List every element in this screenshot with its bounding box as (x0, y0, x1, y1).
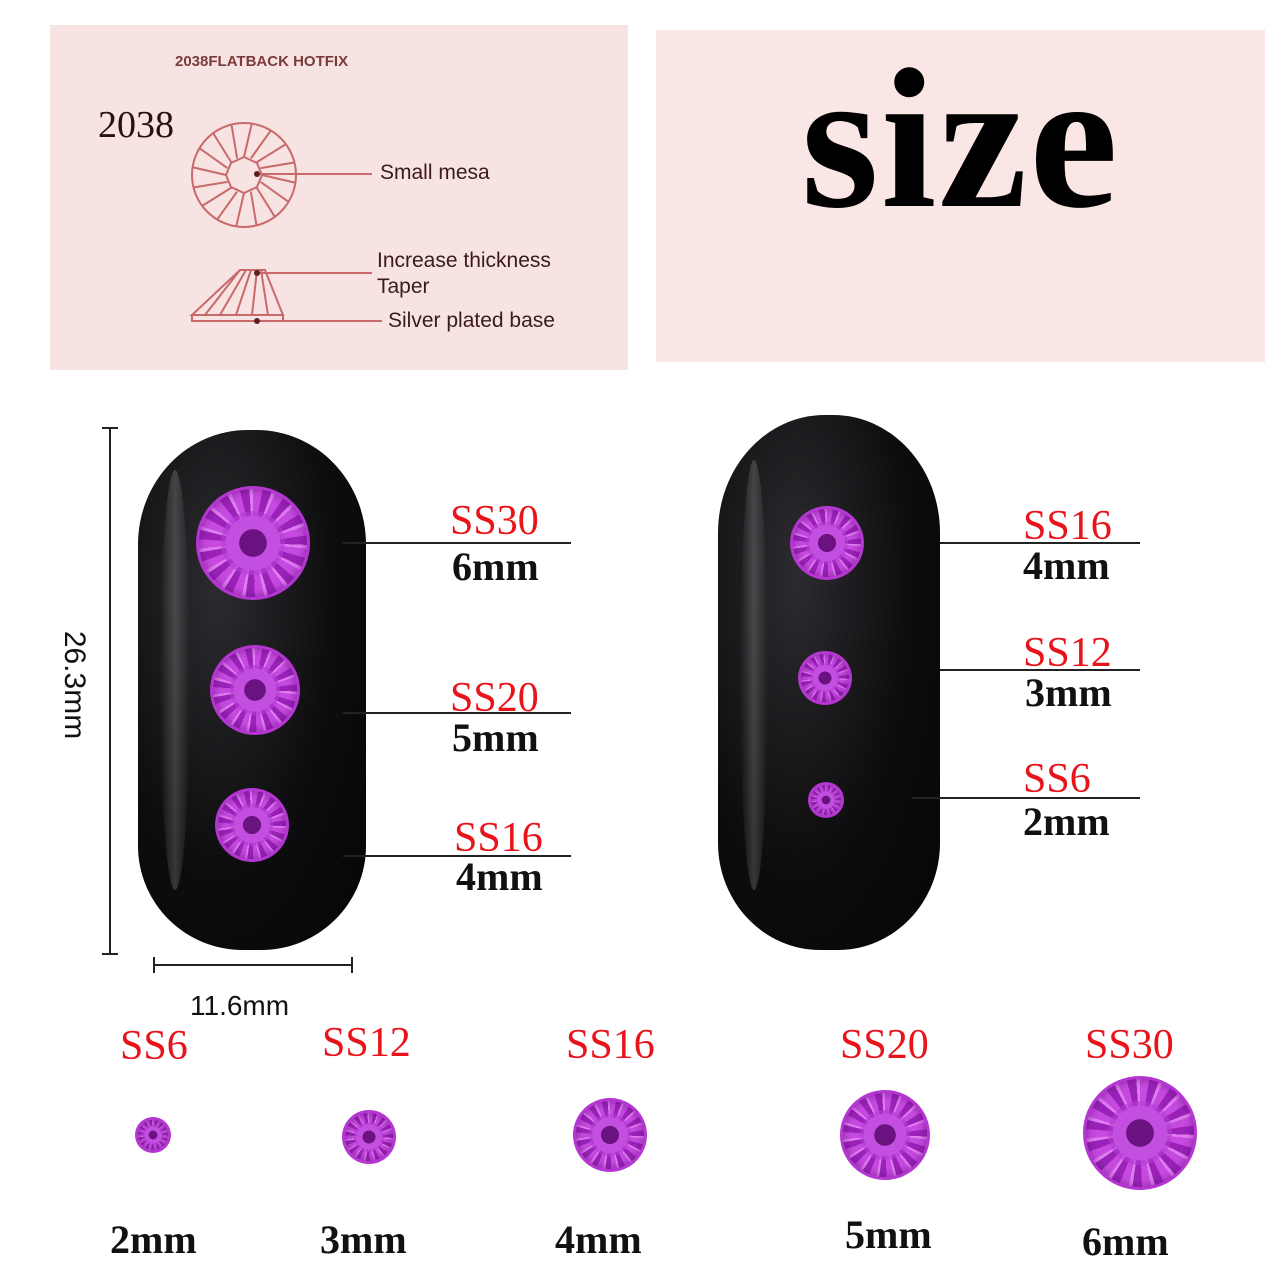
ss-label: SS6 (1023, 756, 1091, 802)
dimension-tick (351, 957, 353, 973)
size-ss-label: SS30 (1085, 1022, 1174, 1068)
diagram-panel: 2038FLATBACK HOTFIX 2038 Small mesa Incr… (50, 25, 628, 370)
leader-line (912, 797, 1140, 799)
ss-label: SS16 (1023, 503, 1112, 549)
size-ss-label: SS12 (322, 1020, 411, 1066)
width-label: 11.6mm (190, 990, 290, 1021)
size-ss-label: SS20 (840, 1022, 929, 1068)
mm-label: 6mm (452, 544, 539, 589)
leader-line (343, 712, 571, 714)
label-taper: Taper (377, 275, 430, 298)
size-mm-label: 2mm (110, 1217, 197, 1262)
nail-shine (740, 460, 768, 890)
mm-label: 3mm (1025, 670, 1112, 715)
gem-ss6 (808, 782, 844, 818)
diagram-header: 2038FLATBACK HOTFIX (175, 53, 349, 70)
gem-ss20 (210, 645, 300, 735)
ss-label: SS12 (1023, 630, 1112, 676)
mm-label: 5mm (452, 715, 539, 760)
height-label: 26.3mm (58, 630, 92, 740)
width-dimension-line (153, 964, 353, 966)
leader-line (343, 855, 571, 857)
size-ss-label: SS16 (566, 1022, 655, 1068)
gem-ss30 (196, 486, 310, 600)
dimension-tick (102, 427, 118, 429)
gem-ss16 (215, 788, 289, 862)
title-size: size (801, 29, 1120, 250)
mm-label: 4mm (1023, 543, 1110, 588)
nail-shine (160, 470, 190, 890)
label-silver-plated-base: Silver plated base (388, 309, 555, 332)
leader-line (940, 669, 1140, 671)
title-panel (656, 30, 1265, 362)
size-mm-label: 4mm (555, 1217, 642, 1262)
gem-ss16 (790, 506, 864, 580)
leader-line (940, 542, 1140, 544)
gem-6mm (1083, 1076, 1197, 1190)
ss-label: SS16 (454, 815, 543, 861)
size-ss-label: SS6 (120, 1023, 188, 1069)
mm-label: 2mm (1023, 799, 1110, 844)
gem-2mm (135, 1117, 171, 1153)
size-mm-label: 5mm (845, 1212, 932, 1257)
size-mm-label: 3mm (320, 1217, 407, 1262)
rhinestone-diagram (189, 122, 382, 324)
dimension-tick (102, 953, 118, 955)
gem-ss12 (798, 651, 852, 705)
mm-label: 4mm (456, 854, 543, 899)
size-mm-label: 6mm (1082, 1219, 1169, 1264)
leader-line (343, 542, 571, 544)
gem-3mm (342, 1110, 396, 1164)
height-dimension-line (109, 427, 111, 955)
model-number: 2038 (98, 104, 174, 146)
gem-4mm (573, 1098, 647, 1172)
dimension-tick (153, 957, 155, 973)
label-small-mesa: Small mesa (380, 161, 490, 184)
ss-label: SS20 (450, 675, 539, 721)
label-increase-thickness: Increase thickness (377, 249, 551, 272)
ss-label: SS30 (450, 498, 539, 544)
gem-5mm (840, 1090, 930, 1180)
